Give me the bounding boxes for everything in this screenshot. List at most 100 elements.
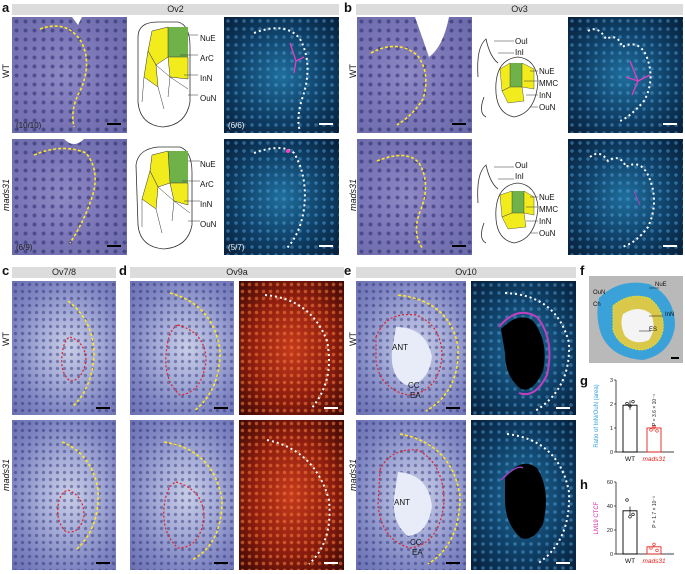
p-value-annotation: P = 3.6 × 10⁻⁴ xyxy=(652,394,658,426)
b-wt-fluorescence-image xyxy=(568,17,683,133)
data-point xyxy=(625,498,629,502)
b-mut-label-oun: OuN xyxy=(539,229,556,238)
panel-label-c: c xyxy=(2,263,10,278)
c-wt-section-image xyxy=(12,281,116,415)
f-label-ch: Ch xyxy=(593,302,601,308)
panel-label-b: b xyxy=(344,0,352,15)
scale-bar xyxy=(663,245,677,247)
bar-wt xyxy=(622,510,638,555)
e-wt-label-ea: EA xyxy=(410,391,421,400)
e-wt-section-image: ANT CC EA xyxy=(356,281,466,415)
f-label-inn: InN xyxy=(665,312,675,318)
f-annotated-section-image: NuE OuN Ch InN ES xyxy=(589,276,683,363)
scale-bar xyxy=(107,245,121,247)
data-point xyxy=(652,542,656,546)
a-mut-fluorescence-image: (5/7) xyxy=(224,139,339,255)
scale-bar xyxy=(556,407,570,409)
y-axis-label: Ratio of InN/OuN (area) xyxy=(594,384,600,447)
scale-bar xyxy=(214,562,228,564)
scale-bar xyxy=(671,357,679,359)
a-wt-label-nue: NuE xyxy=(200,34,216,43)
data-point xyxy=(625,401,629,406)
b-wt-label-oun: OuN xyxy=(539,103,556,112)
y-tick-label: 3 xyxy=(610,378,613,384)
b-mut-label-oui: OuI xyxy=(515,161,528,170)
row-label-c-wt: WT xyxy=(1,332,11,346)
b-wt-label-ini: InI xyxy=(515,48,524,57)
y-tick-label: 20 xyxy=(607,528,613,534)
a-wt-label-inn: InN xyxy=(200,74,213,83)
b-wt-label-nue: NuE xyxy=(539,67,555,76)
c-mut-section-image xyxy=(12,420,116,570)
a-mut-section-image: (6/9) xyxy=(12,139,127,255)
stage-band-ov9a: Ov9a xyxy=(130,267,344,278)
scale-bar xyxy=(214,407,228,409)
a-mut-label-oun: OuN xyxy=(200,220,217,229)
data-point xyxy=(655,429,659,433)
scale-bar xyxy=(319,123,333,125)
e-wt-label-cc: CC xyxy=(408,381,420,390)
scale-bar xyxy=(663,123,677,125)
row-label-c-mut: mads31 xyxy=(1,458,11,492)
panel-label-h: h xyxy=(580,477,588,492)
b-mut-section-image xyxy=(357,139,472,255)
a-wt-count: (10/10) xyxy=(16,121,42,130)
a-mut-label-inn: InN xyxy=(200,200,213,209)
a-wt-cell-diagram xyxy=(137,21,198,128)
d-wt-fluorescence-image xyxy=(239,281,344,415)
f-label-es: ES xyxy=(649,327,658,333)
d-mut-fluorescence-image xyxy=(239,420,344,570)
x-tick-label: WT xyxy=(625,558,635,565)
stage-band-ov78: Ov7/8 xyxy=(12,267,116,278)
a-wt-label-arc: ArC xyxy=(200,54,214,63)
b-mut-cell-diagram xyxy=(477,164,539,244)
a-mut-label-arc: ArC xyxy=(200,180,214,189)
panel-label-g: g xyxy=(580,373,588,388)
b-mut-fluorescence-image xyxy=(568,139,683,255)
data-point xyxy=(649,546,653,550)
scale-bar xyxy=(556,562,570,564)
a-mut-fl-count: (5/7) xyxy=(228,243,245,252)
scale-bar xyxy=(452,245,466,247)
p-value-annotation: P = 1.7 × 10⁻³ xyxy=(652,496,658,528)
a-wt-fl-count: (6/6) xyxy=(228,121,245,130)
b-wt-label-inn: InN xyxy=(539,91,552,100)
e-mut-label-ant: ANT xyxy=(394,498,410,507)
chart-h: LM19 CTCF 0 20 40 60 WT mads31 P = 1.7 × 10⁻³ xyxy=(594,480,674,565)
b-mut-label-nue: NuE xyxy=(539,193,555,202)
d-wt-section-image xyxy=(130,281,234,415)
stage-band-ov2: Ov2 xyxy=(12,4,339,15)
scale-bar xyxy=(96,562,110,564)
a-wt-label-oun: OuN xyxy=(200,94,217,103)
chart-g: Ratio of InN/OuN (area) 0 1 2 3 WT mads31 P = 3… xyxy=(594,378,674,463)
b-wt-cell-diagram xyxy=(477,38,539,118)
data-point xyxy=(631,400,635,404)
y-tick-label: 1 xyxy=(610,426,613,432)
panel-label-a: a xyxy=(2,0,10,15)
row-label-a-wt: WT xyxy=(1,64,11,78)
x-tick-label: mads31 xyxy=(642,558,666,565)
scale-bar xyxy=(96,407,110,409)
scale-bar xyxy=(319,245,333,247)
scale-bar xyxy=(324,407,338,409)
e-mut-section-image: ANT CC EA xyxy=(356,420,466,570)
e-mut-label-ea: EA xyxy=(412,548,423,557)
y-tick-label: 60 xyxy=(607,480,613,486)
row-label-a-mut: mads31 xyxy=(1,178,11,212)
y-tick-label: 0 xyxy=(610,552,613,558)
b-wt-label-oui: OuI xyxy=(515,37,528,46)
panel-label-f: f xyxy=(580,263,585,278)
y-tick-label: 2 xyxy=(610,402,613,408)
b-mut-label-mmc: MMC xyxy=(539,205,559,214)
x-tick-label: mads31 xyxy=(642,456,666,463)
scale-bar xyxy=(452,123,466,125)
a-mut-label-nue: NuE xyxy=(200,160,216,169)
x-tick-label: WT xyxy=(625,456,635,463)
bar-mutant xyxy=(646,546,662,555)
e-wt-label-ant: ANT xyxy=(392,343,408,352)
b-mut-label-ini: InI xyxy=(515,172,524,181)
b-wt-section-image xyxy=(357,17,472,133)
data-point xyxy=(649,428,653,432)
data-point xyxy=(628,515,632,519)
a-mut-count: (6/9) xyxy=(16,243,33,252)
